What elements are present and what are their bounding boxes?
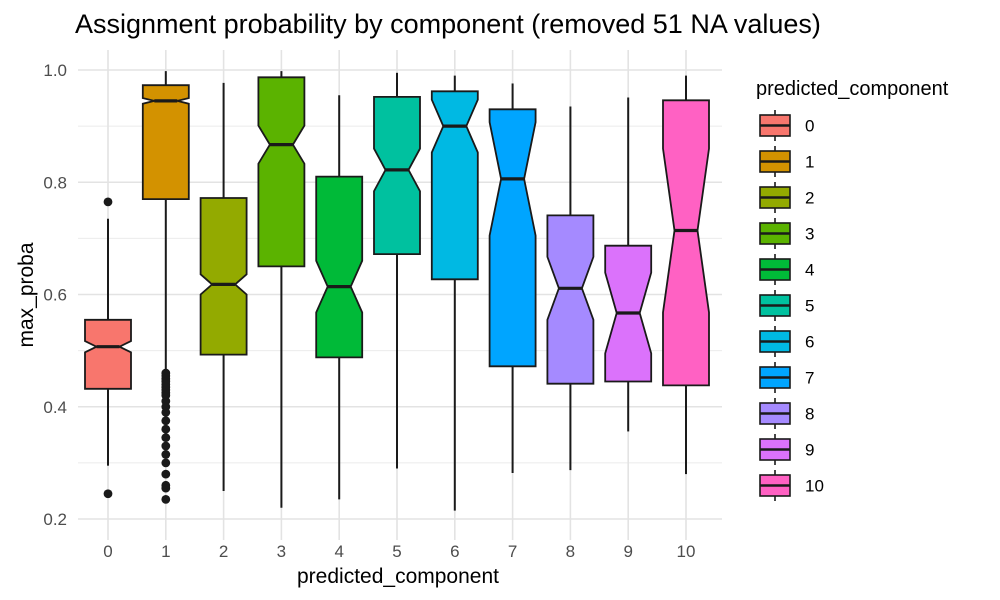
outlier-point xyxy=(161,441,171,451)
legend-label: 1 xyxy=(805,153,814,172)
legend-key-9 xyxy=(759,434,791,465)
x-tick-label: 0 xyxy=(103,542,112,561)
x-tick-label: 1 xyxy=(161,542,170,561)
outlier-point xyxy=(161,469,171,479)
outlier-point xyxy=(161,450,171,459)
outlier-point xyxy=(161,424,171,434)
y-tick-label: 0.4 xyxy=(43,398,67,417)
box-category-0 xyxy=(84,197,132,499)
box-body xyxy=(199,197,248,356)
x-tick-label: 6 xyxy=(450,542,459,561)
legend: predicted_component 0 1 2 3 4 5 6 7 8 9 10 xyxy=(756,78,949,501)
box-category-3 xyxy=(257,71,306,508)
legend-key-4 xyxy=(759,254,791,285)
legend-key-10 xyxy=(759,470,791,501)
legend-label: 2 xyxy=(805,189,814,208)
x-tick-labels: 0 1 2 3 4 5 6 7 8 9 10 xyxy=(103,542,695,561)
legend-label: 10 xyxy=(805,477,824,496)
box-category-2 xyxy=(199,82,248,491)
y-tick-label: 0.8 xyxy=(43,173,67,192)
legend-label: 7 xyxy=(805,369,814,388)
box-category-1 xyxy=(141,71,190,504)
box-body xyxy=(662,99,710,387)
box-body xyxy=(430,90,479,281)
legend-key-7 xyxy=(759,362,791,393)
box-body xyxy=(315,175,364,359)
outlier-point xyxy=(103,197,113,207)
box-category-10 xyxy=(662,75,710,475)
legend-label: 5 xyxy=(805,297,814,316)
legend-label: 9 xyxy=(805,441,814,460)
legend-key-1 xyxy=(759,146,791,177)
y-tick-label: 0.6 xyxy=(43,286,67,305)
boxes xyxy=(84,71,710,511)
y-axis-title: max_proba xyxy=(15,242,38,347)
x-tick-label: 5 xyxy=(392,542,401,561)
legend-key-8 xyxy=(759,398,791,429)
legend-key-3 xyxy=(759,218,791,249)
legend-key-5 xyxy=(759,290,791,321)
box-category-6 xyxy=(430,75,479,511)
x-tick-label: 3 xyxy=(277,542,286,561)
x-tick-label: 8 xyxy=(566,542,575,561)
box-body xyxy=(84,318,132,390)
x-tick-label: 9 xyxy=(623,542,632,561)
y-tick-label: 1.0 xyxy=(43,61,67,80)
x-tick-label: 10 xyxy=(677,542,696,561)
box-category-4 xyxy=(315,95,364,500)
x-tick-label: 2 xyxy=(219,542,228,561)
box-body xyxy=(546,214,595,385)
outlier-point xyxy=(103,489,113,499)
x-tick-label: 4 xyxy=(334,542,343,561)
legend-label: 3 xyxy=(805,225,814,244)
legend-label: 6 xyxy=(805,333,814,352)
x-tick-label: 7 xyxy=(508,542,517,561)
legend-key-0 xyxy=(759,110,791,141)
box-body xyxy=(373,96,421,256)
outlier-point xyxy=(161,494,171,504)
outlier-point xyxy=(161,416,171,426)
x-axis-title: predicted_component xyxy=(297,565,499,588)
box-category-7 xyxy=(488,83,537,473)
legend-title: predicted_component xyxy=(756,78,949,100)
legend-key-6 xyxy=(759,326,791,357)
legend-key-2 xyxy=(759,182,791,213)
outlier-point xyxy=(161,483,171,493)
box-category-9 xyxy=(604,97,653,432)
box-category-5 xyxy=(373,72,421,469)
y-tick-label: 0.2 xyxy=(43,510,67,529)
chart-title: Assignment probability by component (rem… xyxy=(75,9,821,39)
outlier-point xyxy=(161,458,171,468)
outlier-point xyxy=(161,433,171,443)
outlier-point xyxy=(161,407,171,417)
box-category-8 xyxy=(546,106,595,471)
y-tick-labels: 0.2 0.4 0.6 0.8 1.0 xyxy=(43,61,67,529)
legend-label: 4 xyxy=(805,261,814,280)
box-body xyxy=(141,84,190,201)
legend-label: 0 xyxy=(805,117,814,136)
box-body xyxy=(488,108,537,368)
box-body xyxy=(257,76,306,268)
legend-label: 8 xyxy=(805,405,814,424)
